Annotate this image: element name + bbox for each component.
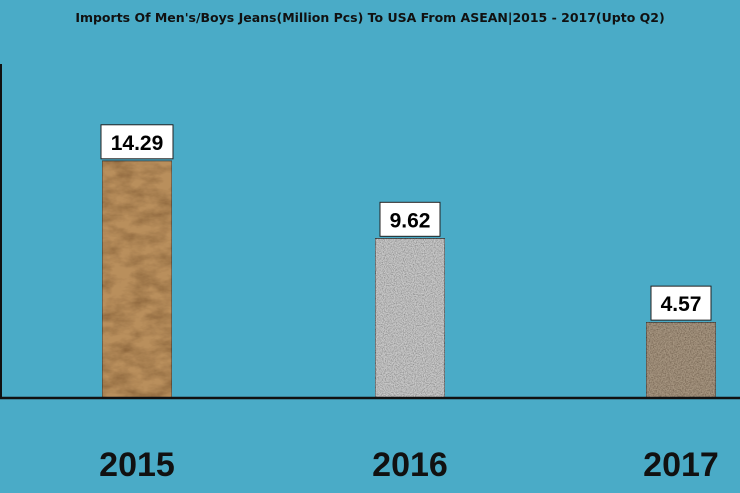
bar-2015 (101, 160, 173, 399)
category-label-2017: 2017 (643, 446, 719, 484)
value-label-2017: 4.57 (661, 293, 702, 316)
chart-title: Imports Of Men's/Boys Jeans(Million Pcs)… (75, 10, 664, 25)
value-labels-layer: 14.29 9.62 4.57 (100, 124, 712, 321)
value-label-2015: 14.29 (111, 132, 164, 155)
bar-2017 (645, 321, 717, 399)
bars-layer (101, 160, 717, 399)
value-label-box-2015 (100, 124, 174, 160)
value-label-box-2017 (650, 285, 712, 321)
value-label-2016: 9.62 (390, 209, 431, 232)
category-label-2016: 2016 (372, 446, 448, 484)
category-label-2015: 2015 (99, 446, 175, 484)
value-label-box-2016 (379, 201, 441, 237)
category-labels-layer: 2015 2016 2017 (99, 446, 719, 484)
bar-2016 (374, 237, 446, 399)
